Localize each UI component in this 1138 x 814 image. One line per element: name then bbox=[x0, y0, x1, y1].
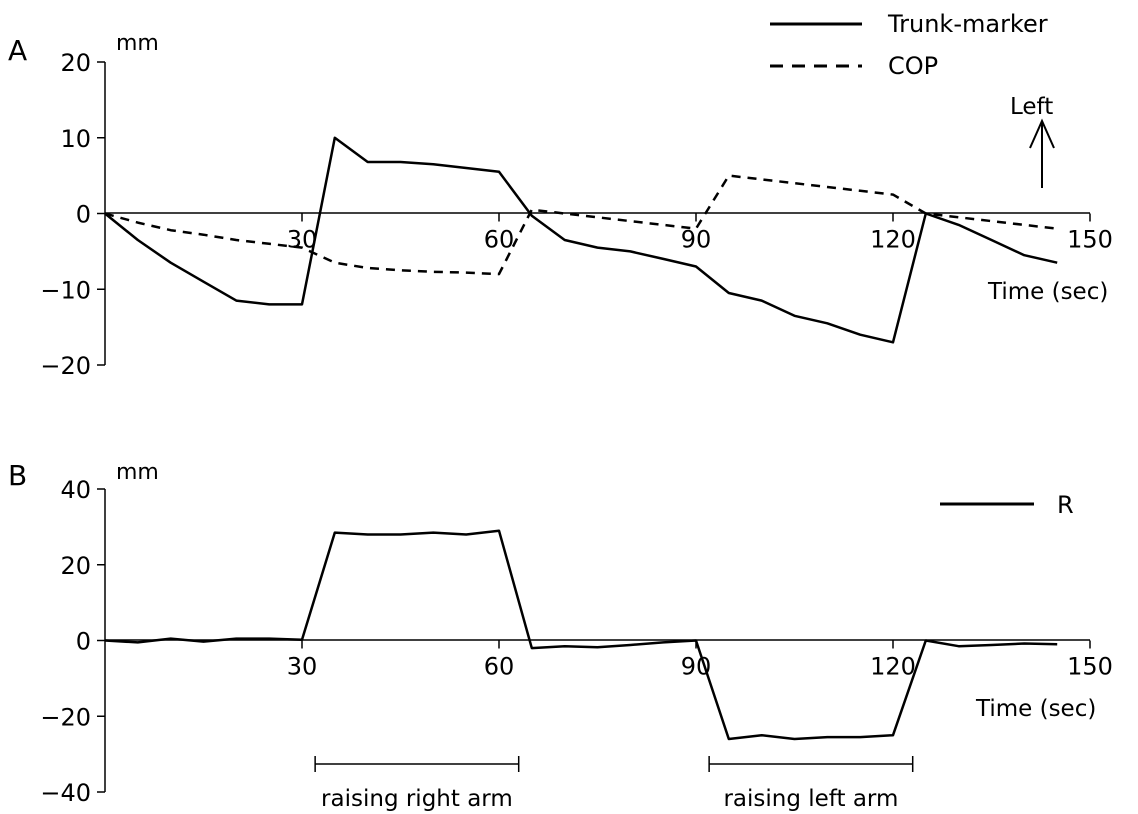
panel-a-y-tick-label: −20 bbox=[40, 352, 91, 380]
legend-label-cop: COP bbox=[888, 52, 938, 80]
panel-b-y-tick-label: −20 bbox=[40, 703, 91, 731]
panel-a-series bbox=[104, 136, 1058, 344]
panel-a-x-ticks: 30 60 90 120 150 bbox=[287, 213, 1113, 254]
panel-b-unit-label: mm bbox=[116, 460, 159, 485]
panel-b-x-tick-label: 150 bbox=[1067, 653, 1113, 681]
panel-a-x-tick-label: 90 bbox=[681, 226, 712, 254]
panel-a-unit-label: mm bbox=[116, 31, 159, 56]
panel-b-legend: R bbox=[940, 491, 1074, 519]
panel-a-y-tick-label: −10 bbox=[40, 276, 91, 304]
panel-a-label: A bbox=[8, 34, 27, 67]
panel-b-y-tick-label: 20 bbox=[60, 552, 91, 580]
panel-b-y-ticks: 40 20 0 −20 −40 bbox=[40, 476, 105, 807]
panel-a-x-tick-label: 120 bbox=[870, 226, 916, 254]
annotation-label: raising left arm bbox=[723, 786, 898, 812]
panel-a-y-tick-label: 20 bbox=[60, 49, 91, 77]
panel-b-x-tick-label: 90 bbox=[681, 653, 712, 681]
panel-b: B mm 40 20 0 −20 −40 30 60 90 120 150 Time (sec)… bbox=[8, 459, 1113, 812]
panel-a-y-tick-label: 10 bbox=[60, 125, 91, 153]
panel-b-x-tick-label: 60 bbox=[484, 653, 515, 681]
series-line-r bbox=[104, 529, 1058, 741]
panel-a-x-tick-label: 60 bbox=[484, 226, 515, 254]
direction-label: Left bbox=[1010, 94, 1053, 120]
panel-a-y-ticks: 20 10 0 −10 −20 bbox=[40, 49, 105, 380]
series-line-trunk-marker bbox=[104, 136, 1058, 344]
panel-b-series bbox=[104, 529, 1058, 741]
panel-a-legend: Trunk-marker COP bbox=[770, 10, 1048, 80]
panel-a-x-tick-label: 150 bbox=[1067, 226, 1113, 254]
panel-b-y-tick-label: 0 bbox=[76, 628, 91, 656]
legend-label-r: R bbox=[1057, 491, 1074, 519]
panel-b-x-tick-label: 120 bbox=[870, 653, 916, 681]
panel-b-x-axis-title: Time (sec) bbox=[975, 696, 1096, 722]
panel-b-y-tick-label: 40 bbox=[60, 476, 91, 504]
panel-b-annotations: raising right arm raising left arm bbox=[314, 756, 914, 812]
panel-b-label: B bbox=[8, 459, 27, 492]
panel-a-y-tick-label: 0 bbox=[76, 201, 91, 229]
legend-label-trunk-marker: Trunk-marker bbox=[887, 10, 1048, 38]
direction-up-arrow-icon bbox=[1029, 118, 1055, 188]
panel-b-x-tick-label: 30 bbox=[287, 653, 318, 681]
panel-b-x-ticks: 30 60 90 120 150 bbox=[287, 640, 1113, 681]
panel-a-x-axis-title: Time (sec) bbox=[987, 279, 1108, 305]
panel-b-y-tick-label: −40 bbox=[40, 779, 91, 807]
series-line-cop bbox=[104, 174, 1058, 276]
annotation-label: raising right arm bbox=[321, 786, 513, 812]
